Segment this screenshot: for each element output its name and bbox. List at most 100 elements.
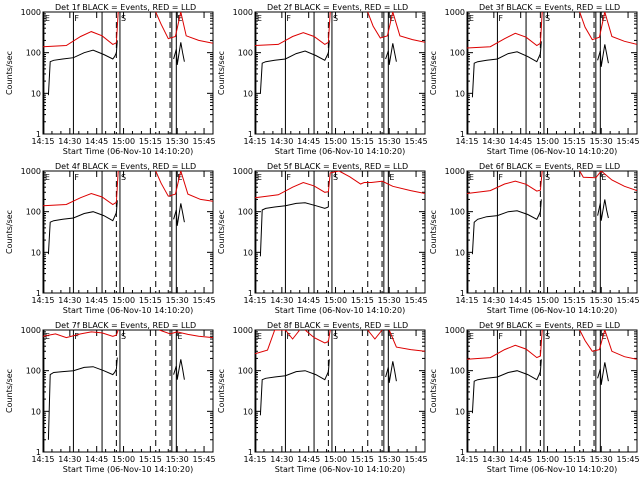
x-tick-label: 15:30	[590, 455, 613, 464]
x-tick-label: 15:30	[378, 455, 401, 464]
marker-label: S	[545, 332, 550, 341]
panel-title: Det 9f BLACK = Events, RED = LLD	[479, 321, 620, 330]
y-tick-label: 1	[460, 289, 465, 298]
x-tick-label: 15:15	[139, 296, 162, 305]
x-tick-label: 14:30	[58, 296, 81, 305]
panel-7: Det 7f BLACK = Events, RED = LLD Counts/s…	[5, 321, 216, 474]
x-tick-label: 14:15	[243, 296, 266, 305]
series-lld-line	[467, 330, 543, 360]
marker-label: S	[333, 173, 338, 182]
series-lld-line	[467, 12, 543, 49]
panel-9: Det 9f BLACK = Events, RED = LLD Counts/s…	[429, 321, 640, 474]
series-lld-line	[43, 171, 119, 207]
y-tick-label: 1	[36, 130, 41, 139]
marker-label: E	[601, 332, 606, 341]
x-tick-label: 15:30	[590, 296, 613, 305]
y-tick-label: 100	[26, 367, 41, 376]
marker-label: S	[545, 173, 550, 182]
x-tick-label: 15:15	[139, 455, 162, 464]
plot-frame	[254, 11, 426, 135]
panel-title: Det 4f BLACK = Events, RED = LLD	[55, 162, 196, 171]
panel-title: Det 8f BLACK = Events, RED = LLD	[267, 321, 408, 330]
marker-label: E	[177, 332, 182, 341]
x-tick-label: 15:00	[324, 455, 347, 464]
marker-label: E	[601, 173, 606, 182]
y-tick-label: 10	[455, 407, 465, 416]
series-events-line	[471, 199, 542, 255]
x-axis-label: Start Time (06-Nov-10 14:10:20)	[487, 147, 617, 156]
x-tick-label: 14:15	[455, 296, 478, 305]
plot-frame	[42, 170, 214, 294]
series-lld-line	[579, 12, 637, 45]
y-tick-label: 100	[450, 367, 465, 376]
x-axis-label: Start Time (06-Nov-10 14:10:20)	[275, 465, 405, 474]
x-tick-label: 14:45	[85, 137, 108, 146]
plot-frame	[466, 170, 638, 294]
series-events-line	[259, 202, 329, 257]
x-tick-label: 15:45	[405, 455, 428, 464]
x-tick-label: 14:45	[85, 296, 108, 305]
x-tick-label: 15:30	[166, 455, 189, 464]
x-tick-label: 14:30	[270, 296, 293, 305]
series-events-line	[47, 40, 118, 96]
x-axis-label: Start Time (06-Nov-10 14:10:20)	[275, 147, 405, 156]
series-events-line	[259, 40, 330, 94]
x-tick-label: 15:45	[193, 296, 216, 305]
x-tick-label: 14:30	[482, 455, 505, 464]
series-lld-line	[43, 12, 119, 48]
x-axis-label: Start Time (06-Nov-10 14:10:20)	[487, 306, 617, 315]
x-tick-label: 15:30	[378, 137, 401, 146]
series-events-line	[597, 44, 609, 67]
series-lld-line	[255, 330, 301, 355]
series-lld-line	[43, 330, 119, 339]
y-tick-label: 1000	[233, 167, 253, 176]
x-tick-label: 14:15	[243, 455, 266, 464]
x-tick-label: 15:00	[324, 296, 347, 305]
x-axis-label: Start Time (06-Nov-10 14:10:20)	[487, 465, 617, 474]
y-tick-label: 10	[243, 89, 253, 98]
y-tick-label: 1	[248, 289, 253, 298]
marker-label: F	[74, 332, 79, 341]
x-tick-label: 14:30	[482, 137, 505, 146]
y-axis-label: Counts/sec	[429, 210, 438, 254]
series-lld-line	[388, 330, 425, 352]
marker-label: E	[45, 173, 50, 182]
series-events-line	[385, 43, 397, 65]
marker-label: F	[286, 14, 291, 23]
series-events-line	[173, 359, 185, 380]
y-tick-label: 1000	[21, 326, 41, 335]
series-lld-line	[304, 330, 331, 344]
y-tick-label: 1	[36, 289, 41, 298]
series-events-line	[471, 359, 542, 414]
y-tick-label: 100	[238, 49, 253, 58]
marker-label: S	[545, 14, 550, 23]
marker-label: E	[257, 14, 262, 23]
x-axis-label: Start Time (06-Nov-10 14:10:20)	[63, 306, 193, 315]
marker-label: E	[45, 14, 50, 23]
x-tick-label: 14:30	[270, 455, 293, 464]
y-tick-label: 10	[31, 407, 41, 416]
series-lld-line	[367, 12, 425, 43]
x-tick-label: 15:30	[166, 137, 189, 146]
y-tick-label: 100	[450, 49, 465, 58]
x-tick-label: 15:00	[536, 455, 559, 464]
y-tick-label: 1000	[21, 8, 41, 17]
series-events-line	[47, 200, 118, 255]
series-events-line	[259, 359, 330, 416]
panel-5: Det 5f BLACK = Events, RED = LLD Counts/s…	[217, 162, 428, 315]
panel-4: Det 4f BLACK = Events, RED = LLD Counts/s…	[5, 162, 216, 315]
series-lld-line	[155, 171, 213, 202]
x-tick-label: 15:00	[112, 296, 135, 305]
x-tick-label: 15:00	[112, 137, 135, 146]
x-tick-label: 14:45	[297, 137, 320, 146]
x-tick-label: 14:15	[31, 137, 54, 146]
series-lld-line	[255, 12, 331, 46]
x-tick-label: 15:15	[351, 296, 374, 305]
x-tick-label: 14:15	[455, 137, 478, 146]
x-tick-label: 14:45	[509, 455, 532, 464]
y-tick-label: 100	[26, 208, 41, 217]
marker-label: S	[121, 173, 126, 182]
x-tick-label: 15:45	[617, 455, 640, 464]
panel-2: Det 2f BLACK = Events, RED = LLD Counts/s…	[217, 3, 428, 156]
